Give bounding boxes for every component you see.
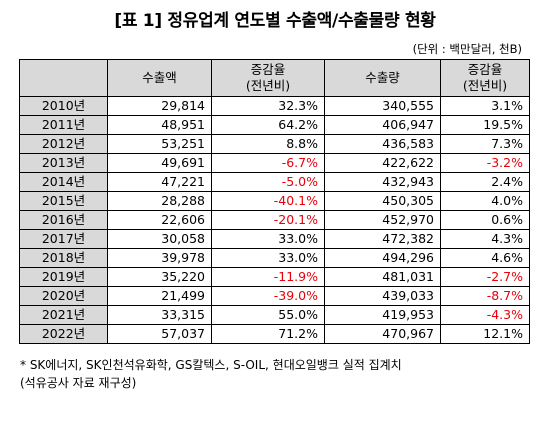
export-table: 수출액 증감율 (전년비) 수출량 증감율 (전년비) 2010년 29,814 3… xyxy=(19,59,530,344)
year-cell: 2010년 xyxy=(19,96,108,116)
table-row: 2012년 53,251 8.8% 436,583 7.3% xyxy=(19,134,530,154)
export-value-cell: 22,606 xyxy=(107,210,212,230)
header-volume-change: 증감율 (전년비) xyxy=(440,59,530,97)
header-volume-change-line1: 증감율 xyxy=(467,62,503,77)
year-cell: 2012년 xyxy=(19,134,108,154)
export-volume-cell: 406,947 xyxy=(324,115,441,135)
export-value-cell: 49,691 xyxy=(107,153,212,173)
volume-change-cell: 3.1% xyxy=(440,96,530,116)
export-value-cell: 28,288 xyxy=(107,191,212,211)
export-volume-cell: 481,031 xyxy=(324,267,441,287)
export-value-cell: 35,220 xyxy=(107,267,212,287)
footnote-line1: * SK에너지, SK인천석유화학, GS칼텍스, S-OIL, 현대오일뱅크 … xyxy=(20,358,402,372)
table-title: [표 1] 정유업계 연도별 수출액/수출물량 현황 xyxy=(114,11,436,31)
year-cell: 2019년 xyxy=(19,267,108,287)
export-volume-cell: 494,296 xyxy=(324,248,441,268)
volume-change-cell: -3.2% xyxy=(440,153,530,173)
footnote: * SK에너지, SK인천석유화학, GS칼텍스, S-OIL, 현대오일뱅크 … xyxy=(20,356,402,392)
export-value-cell: 48,951 xyxy=(107,115,212,135)
year-cell: 2013년 xyxy=(19,153,108,173)
volume-change-cell: 4.3% xyxy=(440,229,530,249)
export-volume-cell: 422,622 xyxy=(324,153,441,173)
header-value-change: 증감율 (전년비) xyxy=(211,59,325,97)
table-row: 2017년 30,058 33.0% 472,382 4.3% xyxy=(19,229,530,249)
table-row: 2014년 47,221 -5.0% 432,943 2.4% xyxy=(19,172,530,192)
header-export-volume: 수출량 xyxy=(324,59,441,97)
export-value-cell: 30,058 xyxy=(107,229,212,249)
header-volume-change-line2: (전년비) xyxy=(462,78,508,93)
value-change-cell: 33.0% xyxy=(211,248,325,268)
volume-change-cell: 4.0% xyxy=(440,191,530,211)
volume-change-cell: 7.3% xyxy=(440,134,530,154)
export-volume-cell: 450,305 xyxy=(324,191,441,211)
year-cell: 2020년 xyxy=(19,286,108,306)
value-change-cell: -39.0% xyxy=(211,286,325,306)
year-cell: 2014년 xyxy=(19,172,108,192)
export-volume-cell: 340,555 xyxy=(324,96,441,116)
volume-change-cell: 4.6% xyxy=(440,248,530,268)
header-row: 수출액 증감율 (전년비) 수출량 증감율 (전년비) xyxy=(19,59,530,97)
export-value-cell: 39,978 xyxy=(107,248,212,268)
value-change-cell: 8.8% xyxy=(211,134,325,154)
table-row: 2019년 35,220 -11.9% 481,031 -2.7% xyxy=(19,267,530,287)
export-value-cell: 53,251 xyxy=(107,134,212,154)
table-row: 2013년 49,691 -6.7% 422,622 -3.2% xyxy=(19,153,530,173)
table-row: 2020년 21,499 -39.0% 439,033 -8.7% xyxy=(19,286,530,306)
year-cell: 2022년 xyxy=(19,324,108,344)
table-row: 2016년 22,606 -20.1% 452,970 0.6% xyxy=(19,210,530,230)
export-volume-cell: 452,970 xyxy=(324,210,441,230)
export-volume-cell: 432,943 xyxy=(324,172,441,192)
volume-change-cell: 12.1% xyxy=(440,324,530,344)
export-value-cell: 33,315 xyxy=(107,305,212,325)
table-row: 2010년 29,814 32.3% 340,555 3.1% xyxy=(19,96,530,116)
volume-change-cell: 0.6% xyxy=(440,210,530,230)
table-body: 2010년 29,814 32.3% 340,555 3.1% 2011년 48,951 64… xyxy=(19,96,530,344)
value-change-cell: 33.0% xyxy=(211,229,325,249)
export-volume-cell: 436,583 xyxy=(324,134,441,154)
value-change-cell: 55.0% xyxy=(211,305,325,325)
header-value-change-line1: 증감율 xyxy=(250,62,286,77)
table-row: 2018년 39,978 33.0% 494,296 4.6% xyxy=(19,248,530,268)
value-change-cell: -6.7% xyxy=(211,153,325,173)
header-corner-cell xyxy=(19,59,108,97)
volume-change-cell: -4.3% xyxy=(440,305,530,325)
export-volume-cell: 472,382 xyxy=(324,229,441,249)
export-value-cell: 21,499 xyxy=(107,286,212,306)
volume-change-cell: -8.7% xyxy=(440,286,530,306)
year-cell: 2021년 xyxy=(19,305,108,325)
footnote-line2: (석유공사 자료 재구성) xyxy=(20,376,137,390)
export-volume-cell: 419,953 xyxy=(324,305,441,325)
year-cell: 2018년 xyxy=(19,248,108,268)
table-row: 2021년 33,315 55.0% 419,953 -4.3% xyxy=(19,305,530,325)
export-volume-cell: 439,033 xyxy=(324,286,441,306)
table-row: 2022년 57,037 71.2% 470,967 12.1% xyxy=(19,324,530,344)
value-change-cell: -40.1% xyxy=(211,191,325,211)
table-row: 2015년 28,288 -40.1% 450,305 4.0% xyxy=(19,191,530,211)
value-change-cell: -20.1% xyxy=(211,210,325,230)
value-change-cell: -5.0% xyxy=(211,172,325,192)
header-value-change-line2: (전년비) xyxy=(245,78,291,93)
header-export-value: 수출액 xyxy=(107,59,212,97)
export-value-cell: 29,814 xyxy=(107,96,212,116)
year-cell: 2015년 xyxy=(19,191,108,211)
export-value-cell: 47,221 xyxy=(107,172,212,192)
value-change-cell: -11.9% xyxy=(211,267,325,287)
volume-change-cell: -2.7% xyxy=(440,267,530,287)
volume-change-cell: 2.4% xyxy=(440,172,530,192)
year-cell: 2016년 xyxy=(19,210,108,230)
year-cell: 2011년 xyxy=(19,115,108,135)
export-value-cell: 57,037 xyxy=(107,324,212,344)
value-change-cell: 64.2% xyxy=(211,115,325,135)
export-volume-cell: 470,967 xyxy=(324,324,441,344)
value-change-cell: 71.2% xyxy=(211,324,325,344)
value-change-cell: 32.3% xyxy=(211,96,325,116)
unit-note: (단위 : 백만달러, 천B) xyxy=(412,42,522,56)
year-cell: 2017년 xyxy=(19,229,108,249)
table-row: 2011년 48,951 64.2% 406,947 19.5% xyxy=(19,115,530,135)
volume-change-cell: 19.5% xyxy=(440,115,530,135)
